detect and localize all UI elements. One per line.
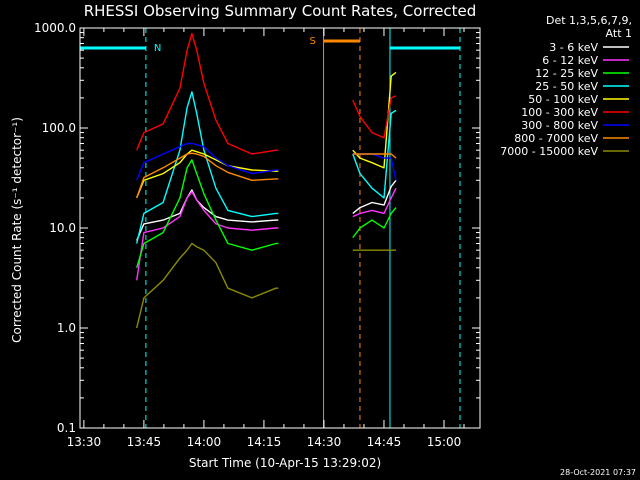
x-tick-label: 13:45 (127, 435, 162, 449)
series-line-5-part-1 (136, 149, 279, 199)
x-tick-label: 14:15 (247, 435, 282, 449)
series-line-3-part-1 (136, 159, 279, 268)
y-tick-label: 0.1 (57, 421, 76, 435)
series-line-8-part-2 (352, 153, 397, 159)
legend-label-3: 12 - 25 keV (535, 67, 598, 80)
y-axis-title: Corrected Count Rate (s⁻¹ detector⁻¹) (10, 117, 24, 343)
y-tick-label: 1000.0 (34, 21, 76, 35)
series-line-8-part-1 (136, 152, 279, 199)
series-line-6-part-2 (352, 95, 397, 139)
axes: 13:30 13:45 14:00 14:15 14:30 14:45 15:00 0.1 1.… (34, 21, 480, 449)
series-line-2-part-2 (352, 187, 397, 218)
x-tick-label: 13:30 (67, 435, 102, 449)
series-line-1-part-2 (352, 179, 397, 214)
saa-flag-label: S (310, 36, 316, 47)
y-tick-label: 100.0 (42, 121, 76, 135)
series-line-6-part-1 (136, 32, 279, 155)
series-line-7-part-1 (136, 142, 279, 181)
series-line-4-part-1 (136, 91, 279, 244)
timestamp: 28-Oct-2021 07:37 (560, 468, 636, 477)
x-axis-title: Start Time (10-Apr-15 13:29:02) (189, 456, 381, 470)
x-tick-label: 15:00 (427, 435, 462, 449)
y-tick-label: 1.0 (57, 321, 76, 335)
chart-title: RHESSI Observing Summary Count Rates, Co… (84, 2, 477, 20)
legend-header-line-1: Det 1,3,5,6,7,9, (546, 14, 632, 27)
legend-label-7: 300 - 800 keV (521, 119, 598, 132)
legend-label-9: 7000 - 15000 keV (500, 145, 598, 158)
legend-label-2: 6 - 12 keV (542, 54, 598, 67)
night-flag-label: N (154, 43, 161, 54)
x-tick-label: 14:45 (367, 435, 402, 449)
legend-label-8: 800 - 7000 keV (514, 132, 598, 145)
series-layer (136, 32, 397, 329)
legend-label-4: 25 - 50 keV (535, 80, 598, 93)
legend-label-1: 3 - 6 keV (549, 41, 598, 54)
series-line-5-part-2 (352, 71, 397, 169)
series-line-9-part-1 (136, 242, 279, 329)
x-tick-label: 14:30 (307, 435, 342, 449)
y-tick-label: 10.0 (49, 221, 76, 235)
series-line-2-part-1 (136, 191, 279, 281)
legend-label-6: 100 - 300 keV (521, 106, 598, 119)
legend-label-5: 50 - 100 keV (528, 93, 598, 106)
series-line-4-part-2 (352, 109, 397, 199)
legend-header-line-2: Att 1 (606, 27, 632, 40)
series-line-3-part-2 (352, 207, 397, 239)
x-tick-label: 14:00 (187, 435, 222, 449)
